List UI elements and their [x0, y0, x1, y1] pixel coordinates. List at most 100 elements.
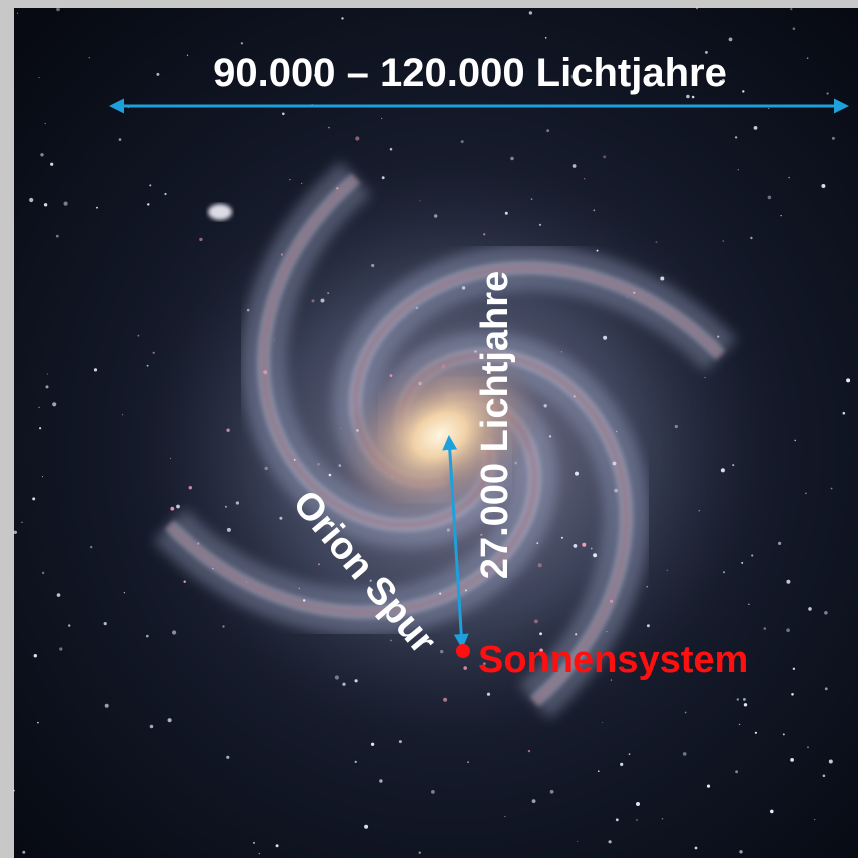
star: [301, 182, 303, 184]
width-label: 90.000 – 120.000 Lichtjahre: [213, 51, 727, 95]
star: [842, 411, 846, 415]
star: [822, 774, 826, 778]
star: [235, 501, 239, 505]
star: [573, 395, 576, 398]
star: [570, 74, 575, 79]
star: [50, 162, 54, 166]
star: [510, 156, 514, 161]
star: [303, 599, 306, 602]
star: [13, 530, 17, 534]
star: [706, 784, 711, 788]
star: [543, 404, 547, 408]
star: [149, 184, 152, 187]
star: [661, 817, 664, 820]
star: [577, 841, 579, 842]
star: [16, 12, 19, 14]
star: [419, 200, 421, 202]
star: [460, 140, 464, 144]
star: [695, 7, 699, 10]
star: [314, 73, 318, 78]
star: [666, 569, 668, 571]
star: [830, 487, 833, 490]
star: [736, 698, 739, 701]
star: [183, 580, 186, 583]
star: [340, 427, 342, 429]
star: [741, 561, 744, 564]
star: [415, 306, 419, 310]
star: [21, 521, 23, 524]
star: [575, 471, 579, 476]
star: [43, 203, 48, 207]
star: [504, 815, 506, 817]
star: [56, 593, 61, 597]
star: [104, 703, 109, 708]
star: [258, 852, 260, 855]
distance-arrow: [442, 435, 469, 649]
star: [610, 679, 613, 681]
star: [763, 627, 767, 630]
star: [222, 625, 225, 628]
star: [633, 291, 636, 294]
star: [560, 351, 563, 353]
star: [22, 850, 26, 854]
star: [694, 846, 698, 850]
star: [824, 687, 828, 691]
star: [538, 223, 542, 226]
star: [146, 364, 149, 367]
star: [434, 214, 438, 218]
stars: [13, 7, 851, 855]
star: [786, 579, 791, 584]
star: [334, 675, 339, 680]
star: [598, 770, 600, 772]
star: [275, 844, 279, 848]
star: [88, 57, 91, 59]
star: [792, 667, 796, 670]
star: [646, 585, 648, 588]
star: [548, 435, 552, 438]
star: [63, 201, 68, 206]
star: [603, 155, 607, 159]
star: [786, 628, 790, 632]
star: [593, 209, 596, 212]
sun-marker: [456, 644, 470, 658]
star: [379, 779, 383, 783]
star: [748, 603, 750, 605]
star: [137, 334, 140, 337]
star: [486, 692, 491, 696]
star: [684, 711, 687, 714]
star: [371, 263, 375, 268]
star: [90, 545, 93, 549]
star: [722, 240, 724, 242]
star: [280, 253, 283, 256]
star: [33, 654, 37, 658]
star: [484, 512, 486, 514]
star: [754, 731, 758, 734]
star: [790, 8, 793, 11]
star: [723, 571, 725, 574]
star: [831, 136, 835, 140]
star: [590, 547, 593, 550]
star: [147, 203, 150, 206]
star: [734, 136, 738, 139]
star: [534, 619, 538, 624]
star: [721, 78, 725, 82]
star: [792, 27, 796, 31]
star: [341, 17, 344, 20]
star: [682, 752, 687, 756]
star: [431, 790, 435, 794]
star: [620, 762, 624, 767]
star: [253, 842, 255, 844]
star: [93, 368, 98, 372]
star: [328, 126, 330, 129]
star: [549, 789, 554, 794]
star: [778, 541, 782, 546]
star: [728, 37, 733, 42]
star: [636, 819, 638, 821]
star: [224, 505, 227, 508]
star: [788, 176, 790, 179]
star: [59, 647, 63, 651]
star: [828, 759, 833, 764]
star: [582, 542, 587, 547]
star: [32, 497, 36, 501]
